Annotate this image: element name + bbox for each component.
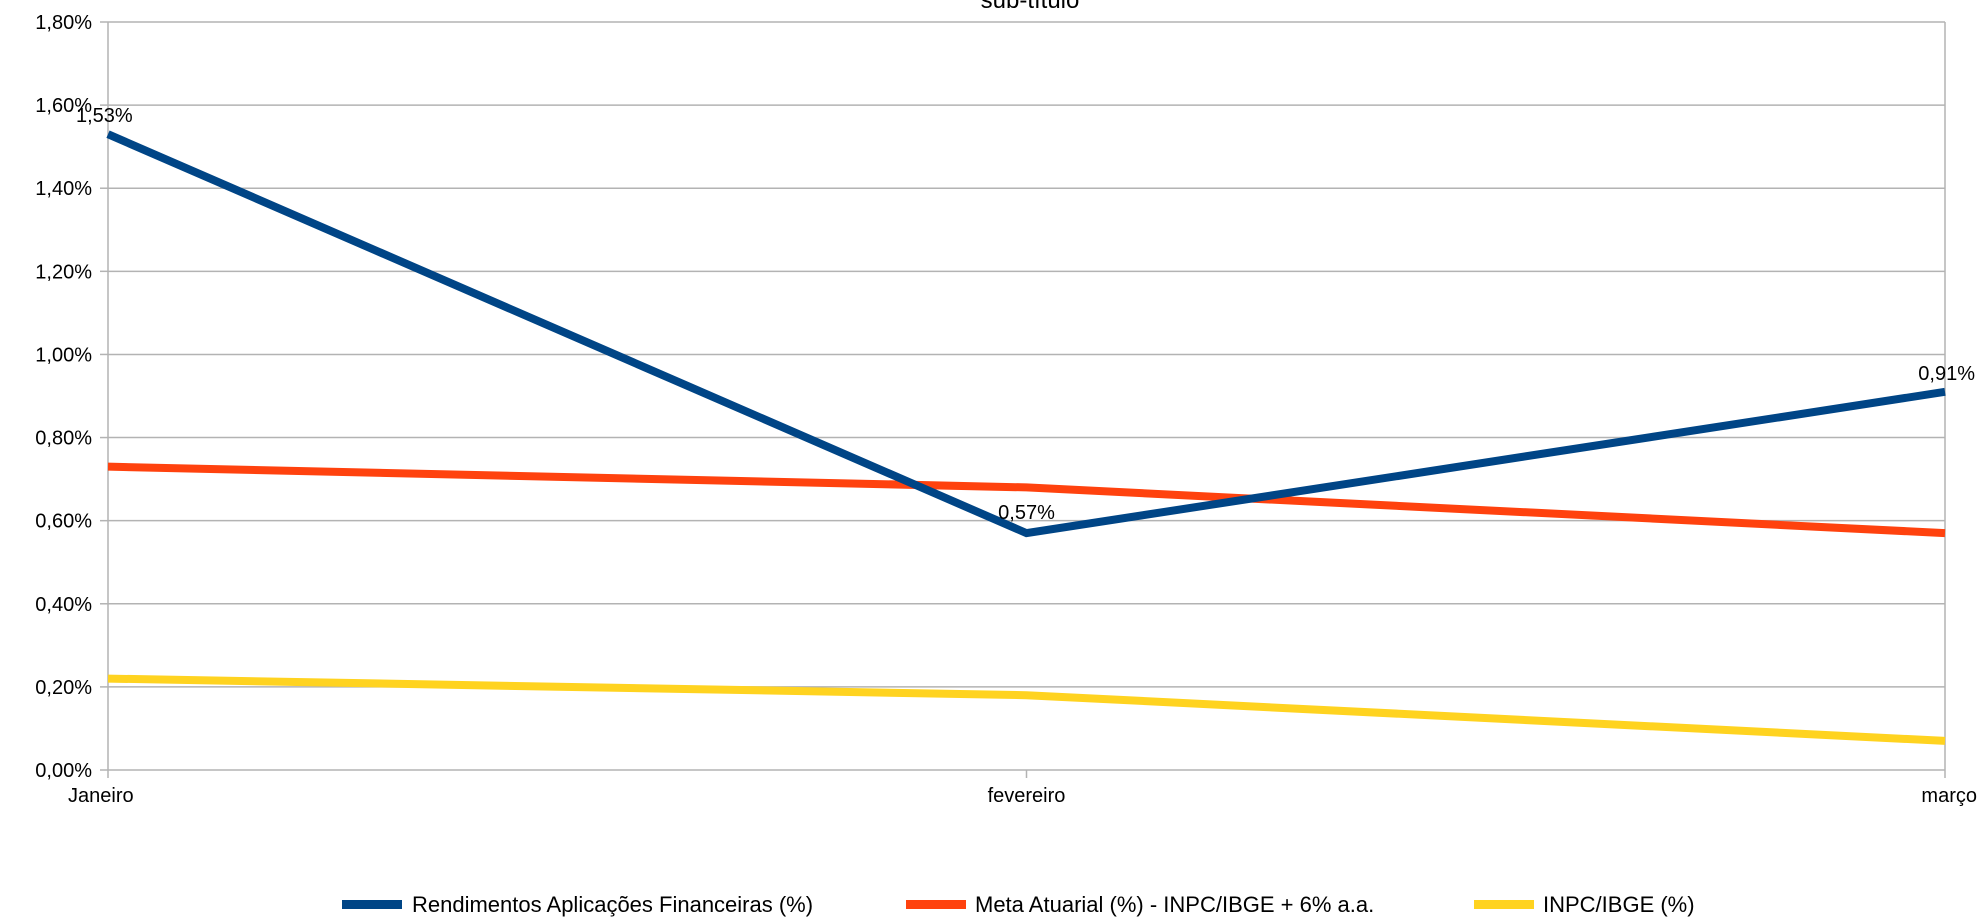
chart-subtitle: sub-título — [981, 0, 1080, 14]
x-axis-tick-labels: Janeiro fevereiro março — [68, 785, 1977, 807]
axes — [107, 22, 1946, 778]
y-tick-label: 1,60% — [35, 95, 92, 117]
legend-label: Meta Atuarial (%) - INPC/IBGE + 6% a.a. — [975, 892, 1374, 917]
y-tick-label: 0,00% — [35, 760, 92, 782]
legend-swatch — [1474, 900, 1534, 909]
data-label: 0,91% — [1918, 363, 1975, 385]
data-label: 0,57% — [998, 502, 1055, 524]
x-tick-label: fevereiro — [988, 785, 1066, 807]
legend-item: Rendimentos Aplicações Financeiras (%) — [342, 892, 813, 917]
y-tick-label: 1,00% — [35, 344, 92, 366]
y-axis-tick-labels: 0,00% 0,20% 0,40% 0,60% 0,80% 1,00% 1,20% 1,40%… — [35, 12, 92, 782]
data-label: 1,53% — [76, 105, 133, 127]
y-tick-label: 0,20% — [35, 677, 92, 699]
gridlines — [100, 21, 1945, 771]
x-tick-label: Janeiro — [68, 785, 134, 807]
legend-item: Meta Atuarial (%) - INPC/IBGE + 6% a.a. — [906, 892, 1374, 917]
y-tick-label: 0,40% — [35, 594, 92, 616]
y-tick-label: 0,60% — [35, 511, 92, 533]
y-tick-label: 1,80% — [35, 12, 92, 34]
legend-item: INPC/IBGE (%) — [1474, 892, 1695, 917]
legend-swatch — [906, 900, 966, 909]
legend-swatch — [342, 900, 402, 909]
y-tick-label: 1,20% — [35, 261, 92, 283]
y-tick-label: 0,80% — [35, 428, 92, 450]
legend: Rendimentos Aplicações Financeiras (%) Me… — [342, 892, 1695, 917]
legend-label: Rendimentos Aplicações Financeiras (%) — [412, 892, 813, 917]
series-line — [107, 674, 1946, 745]
data-labels: 1,53% 0,57% 0,91% — [76, 105, 1975, 524]
series-lines — [106, 130, 1946, 745]
legend-label: INPC/IBGE (%) — [1543, 892, 1695, 917]
y-tick-label: 1,40% — [35, 178, 92, 200]
x-tick-label: março — [1921, 785, 1977, 807]
